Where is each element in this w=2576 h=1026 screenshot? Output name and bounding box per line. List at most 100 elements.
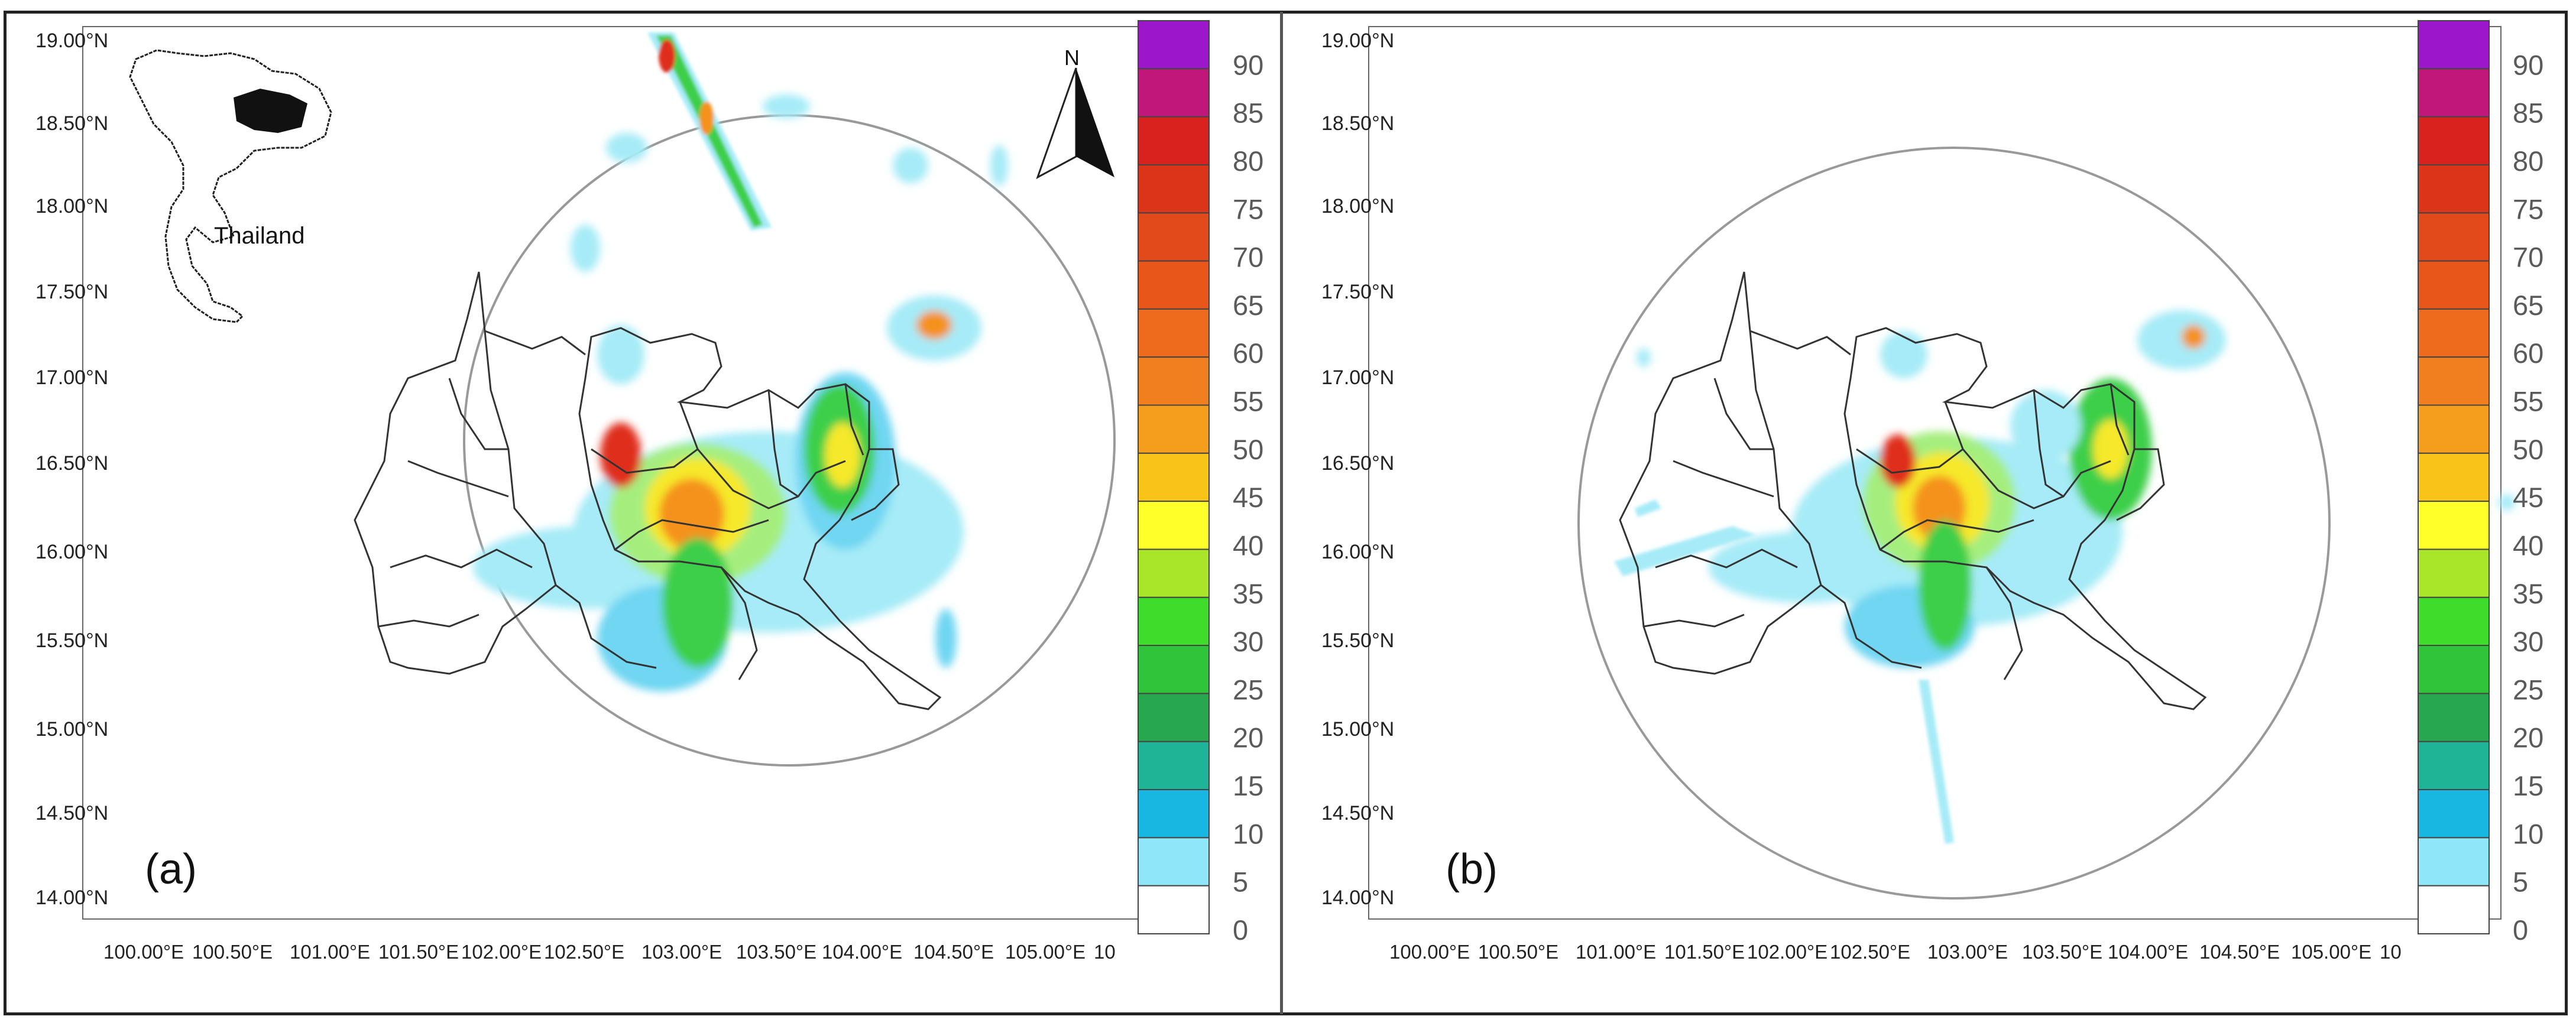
lon-tick: 103.50°E (2022, 941, 2102, 963)
colorbar-swatch (2418, 741, 2490, 791)
colorbar-swatch (2418, 164, 2490, 214)
colorbar-swatch (1138, 404, 1210, 454)
colorbar-label: 40 (1233, 530, 1263, 561)
lon-tick: 10 (2380, 941, 2402, 963)
colorbar-swatch (1138, 164, 1210, 214)
lat-tick: 16.50°N (35, 452, 108, 475)
lat-tick: 16.00°N (1321, 541, 1394, 563)
colorbar-label: 30 (2513, 626, 2543, 657)
lon-tick: 101.50°E (1664, 941, 1745, 963)
colorbar-swatch (2418, 404, 2490, 454)
map-area-border (1368, 26, 2502, 920)
thailand-label: Thailand (214, 223, 304, 249)
lat-tick: 15.50°N (35, 629, 108, 652)
lon-tick: 101.50°E (378, 941, 459, 963)
lat-tick: 19.00°N (35, 30, 108, 52)
panel-a-map-svg: Thailand N 19.00°N 18.50°N 18.00°N 17.50… (35, 20, 1263, 963)
thailand-inset-map: Thailand (129, 49, 332, 323)
colorbar-swatch (1138, 789, 1210, 839)
lat-tick: 17.00°N (35, 366, 108, 389)
lon-tick: 102.00°E (1747, 941, 1827, 963)
lat-tick: 15.50°N (1321, 629, 1394, 652)
colorbar-label: 10 (2513, 818, 2543, 849)
study-area-marker (234, 89, 307, 133)
lon-tick: 10 (1094, 941, 1116, 963)
panel-a: Thailand N 19.00°N 18.50°N 18.00°N 17.50… (0, 0, 1283, 1026)
lat-tick: 17.50°N (1321, 281, 1394, 303)
colorbar-label: 25 (1233, 674, 1263, 705)
colorbar-label: 45 (1233, 482, 1263, 513)
lon-tick: 104.50°E (913, 941, 994, 963)
colorbar-swatch (2418, 116, 2490, 165)
lat-tick: 18.00°N (35, 195, 108, 217)
colorbar-swatch (2418, 789, 2490, 839)
colorbar-label: 85 (2513, 98, 2543, 129)
lon-tick: 105.00°E (1005, 941, 1086, 963)
colorbar-swatch (1138, 885, 1210, 934)
colorbar-swatch (1138, 596, 1210, 647)
lon-tick: 100.00°E (103, 941, 184, 963)
lat-tick: 15.00°N (35, 718, 108, 741)
panel-label: (a) (145, 846, 197, 893)
colorbar-swatch (2418, 308, 2490, 358)
thailand-outline (129, 49, 332, 323)
colorbar-label: 85 (1233, 98, 1263, 129)
colorbar-swatch (1138, 741, 1210, 791)
colorbar-label: 55 (1233, 386, 1263, 417)
province-boundaries (1619, 271, 2207, 710)
colorbar-label: 70 (2513, 242, 2543, 273)
colorbar-swatch (2418, 356, 2490, 406)
panel-divider (1280, 12, 1283, 1014)
lon-tick: 100.50°E (1478, 941, 1558, 963)
colorbar-label: 0 (1233, 914, 1248, 946)
colorbar-label: 35 (1233, 578, 1263, 609)
lat-tick: 19.00°N (1321, 30, 1394, 52)
lat-tick: 14.00°N (35, 887, 108, 909)
latitude-axis: 19.00°N 18.50°N 18.00°N 17.50°N 17.00°N … (1321, 30, 1394, 909)
lon-tick: 104.00°E (822, 941, 902, 963)
colorbar-swatch (2418, 837, 2490, 887)
colorbar-label: 90 (1233, 49, 1263, 80)
colorbar-label: 90 (2513, 49, 2543, 80)
lon-tick: 102.50°E (1830, 941, 1910, 963)
colorbar-label: 75 (2513, 193, 2543, 225)
lon-tick: 101.00°E (290, 941, 370, 963)
lon-tick: 102.50°E (544, 941, 624, 963)
longitude-axis: 100.00°E 100.50°E 101.00°E 101.50°E 102.… (103, 941, 1116, 963)
lat-tick: 18.00°N (1321, 195, 1394, 217)
lat-tick: 17.50°N (35, 281, 108, 303)
colorbar-label: 5 (2513, 866, 2528, 898)
colorbar-label: 60 (1233, 337, 1263, 369)
colorbar-label: 50 (1233, 434, 1263, 465)
lon-tick: 103.50°E (736, 941, 816, 963)
colorbar-swatch (2418, 693, 2490, 742)
colorbar-label: 45 (2513, 482, 2543, 513)
lat-tick: 14.00°N (1321, 887, 1394, 909)
lat-tick: 18.50°N (35, 112, 108, 135)
colorbar-swatch (2418, 20, 2490, 70)
colorbar-swatch (2418, 501, 2490, 550)
colorbar-swatch (2418, 645, 2490, 694)
lon-tick: 104.00°E (2108, 941, 2188, 963)
lat-tick: 14.50°N (1321, 802, 1394, 824)
colorbar-label: 65 (2513, 290, 2543, 321)
colorbar-swatch (1138, 68, 1210, 118)
lon-tick: 105.00°E (2291, 941, 2371, 963)
lat-tick: 17.00°N (1321, 366, 1394, 389)
lat-tick: 15.00°N (1321, 718, 1394, 741)
colorbar-swatch (2418, 596, 2490, 647)
radar-range-circle (1577, 147, 2331, 900)
colorbar-label: 0 (2513, 914, 2528, 946)
precipitation-streak (1614, 499, 1954, 844)
colorbar-swatch (2418, 212, 2490, 262)
colorbar-label: 55 (2513, 386, 2543, 417)
panel-b: 19.00°N 18.50°N 18.00°N 17.50°N 17.00°N … (1283, 0, 2566, 1026)
lat-tick: 14.50°N (35, 802, 108, 824)
colorbar-label: 10 (1233, 818, 1263, 849)
colorbar-label: 30 (1233, 626, 1263, 657)
colorbar-swatch (1138, 548, 1210, 598)
colorbar-swatch (1138, 212, 1210, 262)
colorbar-swatch (1138, 308, 1210, 358)
province-boundaries (354, 271, 942, 710)
